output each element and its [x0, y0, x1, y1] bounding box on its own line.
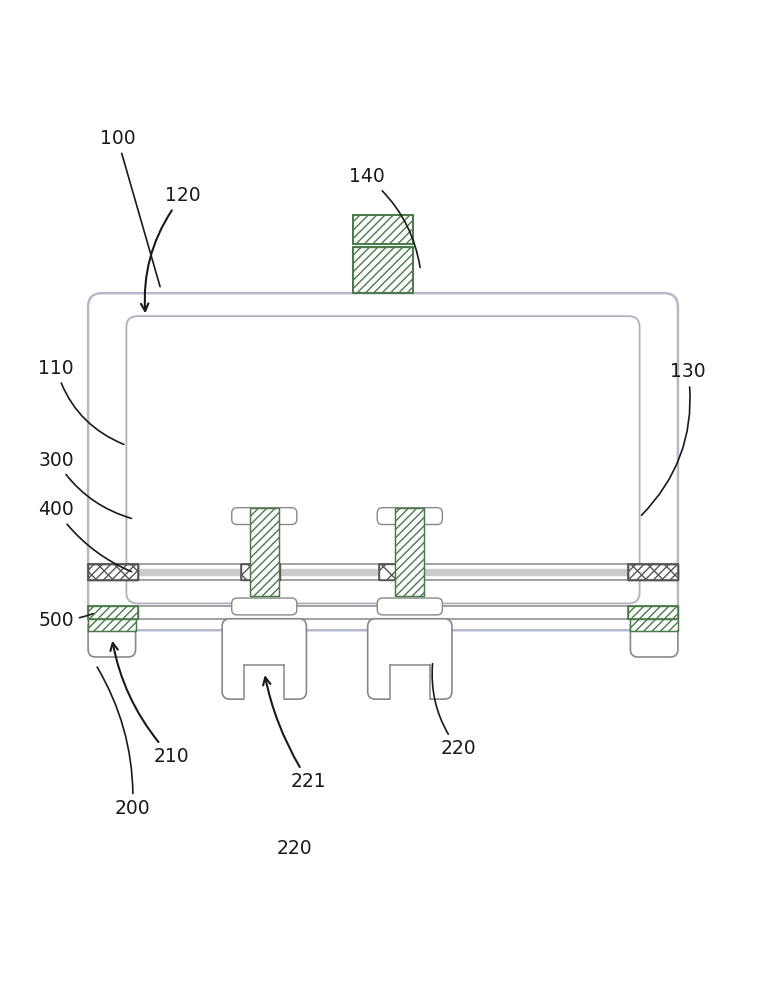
- Text: 200: 200: [97, 667, 151, 818]
- Bar: [628, 564, 678, 580]
- Bar: [379, 564, 417, 580]
- Text: 300: 300: [38, 451, 132, 518]
- Bar: [630, 619, 678, 631]
- Text: 100: 100: [100, 129, 160, 287]
- Bar: [88, 564, 138, 580]
- Bar: [244, 663, 284, 701]
- Bar: [395, 508, 424, 596]
- FancyBboxPatch shape: [222, 619, 306, 699]
- Text: 140: 140: [349, 167, 420, 267]
- Text: 220: 220: [277, 839, 313, 858]
- Bar: [628, 606, 678, 619]
- Bar: [630, 619, 678, 631]
- Text: 400: 400: [38, 500, 132, 572]
- Bar: [395, 508, 424, 596]
- Text: 110: 110: [38, 359, 124, 444]
- FancyBboxPatch shape: [88, 619, 136, 657]
- Text: 500: 500: [38, 611, 93, 630]
- FancyBboxPatch shape: [368, 619, 452, 699]
- FancyBboxPatch shape: [630, 619, 678, 657]
- Text: 220: 220: [432, 664, 476, 758]
- Bar: [241, 564, 280, 580]
- FancyBboxPatch shape: [231, 508, 297, 525]
- Bar: [88, 606, 138, 619]
- FancyBboxPatch shape: [231, 598, 297, 615]
- Bar: [241, 564, 280, 580]
- Bar: [88, 606, 138, 619]
- FancyBboxPatch shape: [378, 508, 443, 525]
- Bar: [88, 619, 136, 631]
- Bar: [88, 564, 138, 580]
- Text: 210: 210: [110, 643, 189, 766]
- Bar: [379, 564, 417, 580]
- Bar: [353, 215, 413, 244]
- Bar: [390, 663, 430, 701]
- Bar: [88, 619, 136, 631]
- Text: 130: 130: [642, 362, 706, 515]
- Text: 221: 221: [263, 677, 327, 791]
- Text: 120: 120: [141, 186, 201, 311]
- Bar: [88, 564, 138, 580]
- Bar: [628, 564, 678, 580]
- Bar: [250, 508, 279, 596]
- Bar: [628, 564, 678, 580]
- Bar: [353, 247, 413, 293]
- Bar: [628, 606, 678, 619]
- FancyBboxPatch shape: [378, 598, 443, 615]
- Bar: [353, 247, 413, 293]
- Bar: [250, 508, 279, 596]
- Bar: [353, 215, 413, 244]
